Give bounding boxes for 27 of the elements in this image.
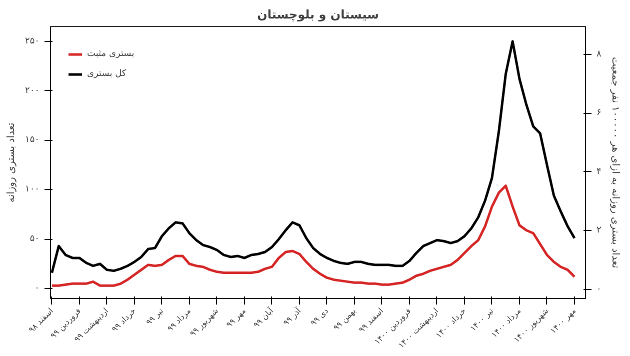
x-tick-label: دی ۹۹	[308, 306, 330, 328]
x-tick-label: آذر ۹۹	[280, 305, 304, 328]
y2-tick-label: ۶	[596, 108, 602, 118]
y-tick-label: ۰	[34, 284, 40, 294]
x-tick-label: اسفند ۹۹	[357, 306, 386, 334]
y-axis-title: تعداد بستری روزانه	[6, 122, 17, 202]
y2-tick-label: ۰	[596, 284, 602, 294]
x-tick-label: بهمن ۹۹	[332, 306, 358, 332]
x-tick-label: مهر ۱۴۰۰	[548, 306, 578, 336]
y2-tick-label: ۸	[596, 49, 602, 60]
x-tick-label: آبان ۹۹	[251, 305, 276, 330]
y-tick-label: ۱۵۰	[25, 135, 40, 146]
y-tick-label: ۱۰۰	[25, 184, 40, 195]
x-tick-label: مهر ۹۹	[224, 306, 248, 330]
y-tick-label: ۵۰	[30, 234, 40, 244]
x-tick-label: تیر ۹۹	[144, 306, 166, 327]
y2-tick-label: ۲	[596, 226, 602, 236]
legend-label: کل بستری	[87, 69, 126, 79]
chart-title: سیستان و بلوچستان	[257, 8, 379, 22]
y2-tick-label: ۴	[596, 166, 602, 177]
legend-label: بستری مثبت	[87, 49, 134, 59]
y-tick-label: ۲۰۰	[25, 86, 40, 96]
line-series	[50, 184, 576, 287]
x-tick-label: تیر ۱۴۰۰	[468, 306, 496, 334]
y-tick-label: ۲۵۰	[25, 36, 40, 46]
x-tick-label: خرداد ۹۹	[110, 306, 138, 334]
y2-axis-title: تعداد بستری روزانه به ازای هر ۱۰۰۰۰۰ نفر جمعیت	[609, 56, 620, 268]
